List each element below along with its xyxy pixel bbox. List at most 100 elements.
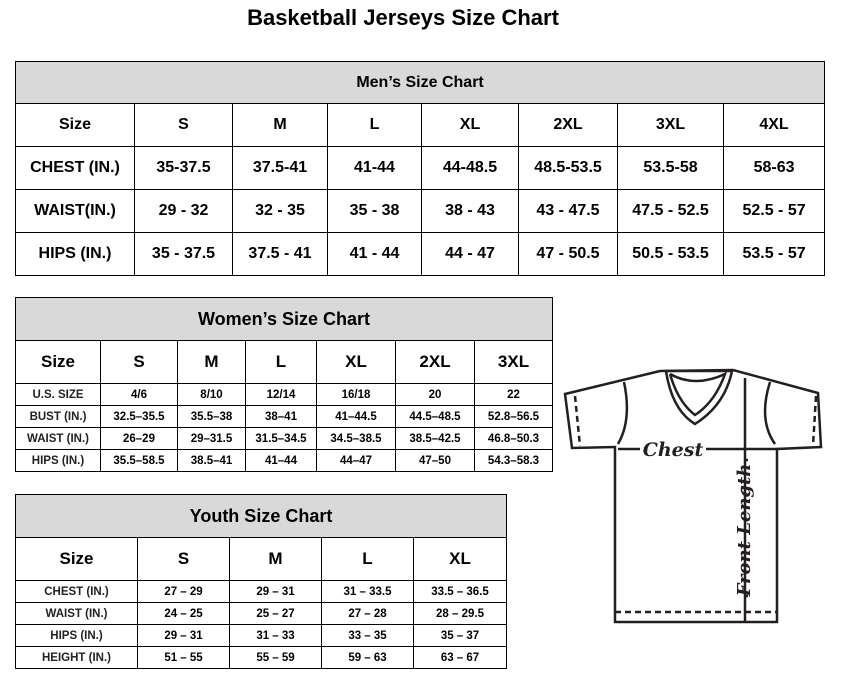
- measurement-cell: 44 - 47: [421, 232, 519, 276]
- measurement-cell: 53.5-58: [617, 146, 724, 190]
- measurement-cell: 59 – 63: [321, 646, 414, 669]
- shirt-outline: [563, 368, 823, 624]
- measurement-cell: 28 – 29.5: [412, 602, 508, 625]
- measurement-cell: 33.5 – 36.5: [412, 580, 508, 603]
- measurement-cell: 38–41: [245, 405, 317, 428]
- measurement-cell: 25 – 27: [229, 602, 322, 625]
- measurement-cell: 35.5–38: [177, 405, 246, 428]
- measurement-cell: 35 - 37.5: [134, 232, 233, 276]
- size-header-m: M: [232, 103, 328, 147]
- measurement-cell: 24 – 25: [137, 602, 230, 625]
- measurement-cell: 31.5–34.5: [245, 427, 317, 450]
- size-header-2xl: 2XL: [395, 340, 475, 384]
- youth-size-table: Youth Size Chart Size S M L XL CHEST (IN.) 27…: [14, 494, 508, 669]
- size-column-header: Size: [15, 103, 135, 147]
- measurement-cell: 33 – 35: [321, 624, 414, 647]
- measurement-cell: 47–50: [395, 449, 475, 472]
- womens-size-table: Women’s Size Chart Size S M L XL 2XL 3XL U.S. …: [14, 297, 554, 472]
- size-header-l: L: [321, 537, 414, 581]
- size-header-3xl: 3XL: [473, 340, 554, 384]
- measurement-cell: 44-48.5: [421, 146, 519, 190]
- measurement-cell: 38.5–42.5: [395, 427, 475, 450]
- size-header-m: M: [177, 340, 246, 384]
- measurement-cell: 44.5–48.5: [395, 405, 475, 428]
- jersey-diagram: Chest Front Length: [563, 368, 823, 624]
- measurement-cell: 43 - 47.5: [518, 189, 618, 233]
- mens-size-table: Men’s Size Chart Size S M L XL 2XL 3XL 4XL CHES…: [14, 61, 826, 276]
- measurement-cell: 31 – 33: [229, 624, 322, 647]
- size-column-header: Size: [15, 537, 138, 581]
- measurement-cell: 20: [395, 383, 475, 406]
- measurement-cell: 47 - 50.5: [518, 232, 618, 276]
- size-header-xl: XL: [316, 340, 396, 384]
- table-row: HEIGHT (IN.) 51 – 55 55 – 59 59 – 63 63 – 67: [15, 646, 508, 669]
- table-row: BUST (IN.) 32.5–35.5 35.5–38 38–41 41–44.5 44…: [15, 405, 554, 428]
- measurement-cell: 54.3–58.3: [473, 449, 554, 472]
- measurement-cell: 55 – 59: [229, 646, 322, 669]
- size-header-4xl: 4XL: [722, 103, 826, 147]
- row-label: HIPS (IN.): [15, 449, 101, 472]
- measurement-cell: 63 – 67: [412, 646, 508, 669]
- measurement-cell: 35 – 37: [412, 624, 508, 647]
- measurement-cell: 16/18: [316, 383, 396, 406]
- measurement-cell: 44–47: [316, 449, 396, 472]
- measurement-cell: 27 – 28: [321, 602, 414, 625]
- row-label: HEIGHT (IN.): [15, 646, 138, 669]
- row-label: WAIST (IN.): [15, 427, 101, 450]
- measurement-cell: 8/10: [177, 383, 246, 406]
- size-header-xl: XL: [412, 537, 508, 581]
- row-label: CHEST (IN.): [15, 580, 138, 603]
- measurement-cell: 37.5 - 41: [232, 232, 328, 276]
- measurement-cell: 47.5 - 52.5: [617, 189, 724, 233]
- row-label: HIPS (IN.): [15, 624, 138, 647]
- row-label: CHEST (IN.): [15, 146, 135, 190]
- measurement-cell: 34.5–38.5: [316, 427, 396, 450]
- measurement-cell: 38.5–41: [177, 449, 246, 472]
- measurement-cell: 29 - 32: [134, 189, 233, 233]
- measurement-cell: 41–44: [245, 449, 317, 472]
- page-title: Basketball Jerseys Size Chart: [247, 5, 559, 30]
- mens-table-title: Men’s Size Chart: [14, 61, 826, 104]
- measurement-cell: 41-44: [327, 146, 422, 190]
- size-header-l: L: [327, 103, 422, 147]
- womens-table-title: Women’s Size Chart: [14, 297, 554, 341]
- measurement-cell: 35-37.5: [134, 146, 233, 190]
- table-row: HIPS (IN.) 35.5–58.5 38.5–41 41–44 44–47 47–5…: [15, 449, 554, 472]
- measurement-cell: 4/6: [100, 383, 178, 406]
- size-header-xl: XL: [421, 103, 519, 147]
- measurement-cell: 48.5-53.5: [518, 146, 618, 190]
- measurement-cell: 41 - 44: [327, 232, 422, 276]
- measurement-cell: 35.5–58.5: [100, 449, 178, 472]
- measurement-cell: 58-63: [722, 146, 826, 190]
- table-row: HIPS (IN.) 29 – 31 31 – 33 33 – 35 35 – 37: [15, 624, 508, 647]
- measurement-cell: 35 - 38: [327, 189, 422, 233]
- size-header-s: S: [137, 537, 230, 581]
- measurement-cell: 38 - 43: [421, 189, 519, 233]
- size-header-m: M: [229, 537, 322, 581]
- row-label: U.S. SIZE: [15, 383, 101, 406]
- row-label: WAIST (IN.): [15, 602, 138, 625]
- table-row: HIPS (IN.) 35 - 37.5 37.5 - 41 41 - 44 44 - …: [15, 232, 826, 276]
- measurement-cell: 29 – 31: [229, 580, 322, 603]
- table-row: CHEST (IN.) 27 – 29 29 – 31 31 – 33.5 33.5 –…: [15, 580, 508, 603]
- row-label: WAIST(IN.): [15, 189, 135, 233]
- youth-table-title: Youth Size Chart: [14, 494, 508, 538]
- measurement-cell: 52.8–56.5: [473, 405, 554, 428]
- front-length-label: Front Length: [734, 464, 755, 598]
- measurement-cell: 41–44.5: [316, 405, 396, 428]
- measurement-cell: 31 – 33.5: [321, 580, 414, 603]
- size-header-s: S: [100, 340, 178, 384]
- size-header-s: S: [134, 103, 233, 147]
- measurement-cell: 32 - 35: [232, 189, 328, 233]
- measurement-cell: 53.5 - 57: [722, 232, 826, 276]
- measurement-cell: 50.5 - 53.5: [617, 232, 724, 276]
- row-label: HIPS (IN.): [15, 232, 135, 276]
- table-row: WAIST(IN.) 29 - 32 32 - 35 35 - 38 38 - 43 43…: [15, 189, 826, 233]
- row-label: BUST (IN.): [15, 405, 101, 428]
- table-row: U.S. SIZE 4/6 8/10 12/14 16/18 20 22: [15, 383, 554, 406]
- measurement-cell: 46.8–50.3: [473, 427, 554, 450]
- table-row: WAIST (IN.) 26–29 29–31.5 31.5–34.5 34.5–38.…: [15, 427, 554, 450]
- measurement-cell: 37.5-41: [232, 146, 328, 190]
- table-row: WAIST (IN.) 24 – 25 25 – 27 27 – 28 28 – 29.…: [15, 602, 508, 625]
- size-header-l: L: [245, 340, 317, 384]
